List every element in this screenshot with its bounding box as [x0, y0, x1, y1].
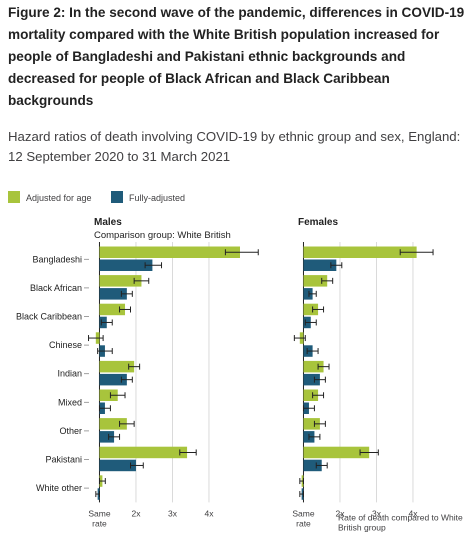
category-label-pakistani: Pakistani	[45, 455, 82, 465]
bar-females-fully-adjusted-pakistani	[303, 459, 322, 472]
category-labels: Bangladeshi Black African Black Caribbean C…	[16, 254, 89, 493]
bar-females-adjusted-for-age-mixed	[303, 389, 319, 401]
bar-males-fully-adjusted-bangladeshi	[99, 259, 153, 271]
category-label-indian: Indian	[57, 369, 82, 379]
bar-males-adjusted-for-age-black-caribbean	[99, 303, 126, 316]
panel-title-males: Males	[94, 217, 122, 228]
x-axis-note-line: Rate of death compared to White	[338, 512, 463, 522]
bar-males-adjusted-for-age-pakistani	[99, 446, 188, 459]
bar-males-adjusted-for-age-indian	[99, 360, 135, 373]
x-tick-label: 4x	[204, 508, 214, 518]
bar-males-fully-adjusted-pakistani	[99, 459, 136, 472]
category-label-mixed: Mixed	[58, 397, 82, 407]
bar-males-adjusted-for-age-other	[99, 418, 127, 430]
bar-females-adjusted-for-age-bangladeshi	[303, 246, 417, 258]
x-tick-label: rate	[296, 518, 311, 528]
x-tick-label: 3x	[168, 508, 178, 518]
figure-subtitle: Hazard ratios of death involving COVID-1…	[8, 129, 461, 164]
x-tick-label: 2x	[335, 508, 345, 518]
bar-males-adjusted-for-age-bangladeshi	[99, 246, 240, 258]
x-tick-label: rate	[92, 518, 107, 528]
bar-males-adjusted-for-age-mixed	[99, 389, 118, 401]
x-tick-label: 2x	[131, 508, 141, 518]
comparison-group-label: Comparison group: White British	[94, 230, 231, 241]
category-label-other: Other	[59, 426, 82, 436]
x-axis-note-line: British group	[338, 522, 386, 532]
legend-swatch-fully-adjusted	[111, 191, 123, 203]
x-tick-label: 4x	[408, 508, 418, 518]
x-tick-label: Same	[292, 508, 314, 518]
bar-females-fully-adjusted-black-african	[303, 288, 313, 300]
bar-females-adjusted-for-age-pakistani	[303, 446, 370, 459]
panel-title-females: Females	[298, 217, 338, 228]
bar-females-adjusted-for-age-indian	[303, 360, 324, 373]
bar-females-fully-adjusted-bangladeshi	[303, 259, 337, 271]
bar-males-fully-adjusted-black-african	[99, 288, 127, 300]
x-tick-label: Same	[88, 508, 110, 518]
category-label-white-other: White other	[36, 483, 82, 493]
x-tick-label: 3x	[372, 508, 382, 518]
bar-females-adjusted-for-age-other	[303, 418, 320, 430]
category-label-black-african: Black African	[30, 283, 82, 293]
bar-males-fully-adjusted-indian	[99, 373, 127, 386]
legend-label-fully-adjusted: Fully-adjusted	[129, 193, 185, 203]
category-label-black-caribbean: Black Caribbean	[16, 312, 82, 322]
legend-swatch-adjusted-for-age	[8, 191, 20, 203]
category-label-bangladeshi: Bangladeshi	[32, 254, 82, 264]
chart-legend: Adjusted for age Fully-adjusted	[8, 191, 185, 203]
bar-females-adjusted-for-age-black-african	[303, 275, 328, 287]
bar-males-fully-adjusted-other	[99, 431, 115, 443]
legend-label-adjusted-for-age: Adjusted for age	[26, 193, 92, 203]
bar-females-fully-adjusted-indian	[303, 373, 320, 386]
category-label-chinese: Chinese	[49, 340, 82, 350]
bar-males-adjusted-for-age-black-african	[99, 275, 142, 287]
figure-title: Figure 2: In the second wave of the pand…	[8, 5, 465, 108]
bar-females-adjusted-for-age-black-caribbean	[303, 303, 319, 316]
